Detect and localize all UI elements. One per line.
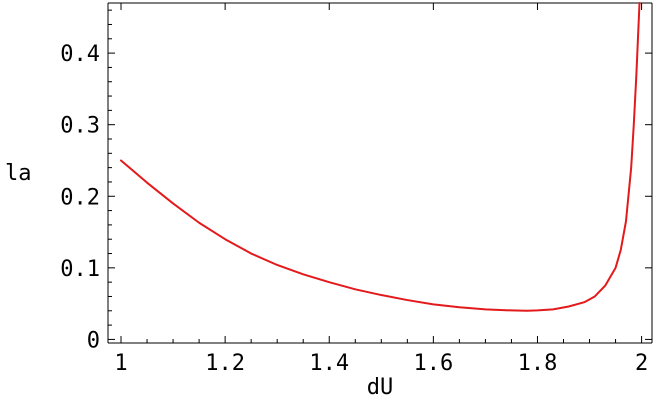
x-tick-label: 2 [635, 351, 648, 376]
y-tick-label: 0.3 [60, 114, 100, 139]
x-axis-ticks: 1 1.2 1.4 1.6 1.8 2 [114, 3, 648, 376]
x-axis-label: dU [367, 375, 394, 400]
x-tick-label: 1.2 [205, 351, 245, 376]
series-group [120, 2, 641, 312]
x-tick-label: 1.6 [413, 351, 453, 376]
y-tick-label: 0.1 [60, 257, 100, 282]
y-tick-label: 0 [87, 328, 100, 353]
x-tick-label: 1.8 [518, 351, 558, 376]
y-axis-label: la [5, 161, 32, 186]
series-line [120, 2, 641, 312]
plot-frame [107, 2, 653, 344]
y-axis-ticks: 0 0.1 0.2 0.3 0.4 [60, 9, 652, 353]
x-tick-label: 1 [114, 351, 127, 376]
y-tick-label: 0.4 [60, 42, 100, 67]
y-tick-label: 0.2 [60, 185, 100, 210]
x-tick-label: 1.4 [309, 351, 349, 376]
